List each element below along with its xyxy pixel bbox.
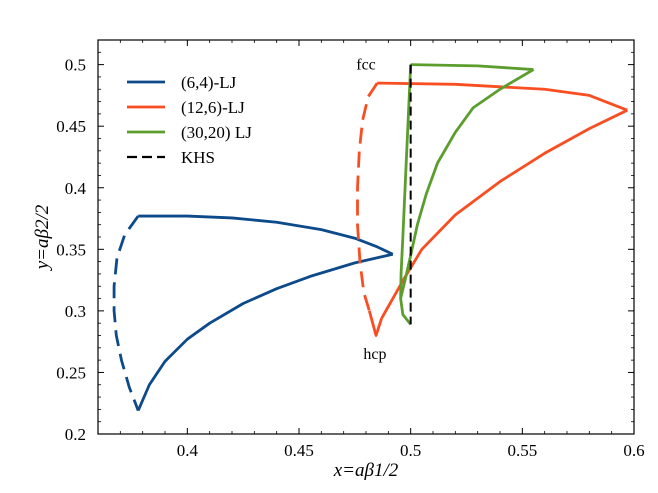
plot-lines (112, 63, 628, 412)
x-tick-label: 0.45 (284, 441, 314, 460)
y-tick-label: 0.2 (65, 425, 86, 444)
y-tick-label: 0.45 (56, 117, 86, 136)
legend-label: (12,6)-LJ (181, 98, 245, 117)
legend-label: (30,20) LJ (181, 123, 252, 142)
x-tick-label: 0.6 (623, 441, 644, 460)
series-line (138, 214, 394, 256)
series--6-4-lj (112, 214, 394, 412)
x-tick-label: 0.4 (177, 441, 199, 460)
annotations: fcc hcp (356, 57, 386, 363)
annotation-hcp: hcp (363, 346, 386, 363)
x-axis-label: x=aβ1/2 (333, 460, 399, 481)
y-axis-label: y=aβ2/2 (32, 204, 53, 271)
series-line (399, 64, 413, 299)
series-line (377, 81, 628, 112)
y-tick-label: 0.4 (65, 179, 87, 198)
series-line (356, 82, 379, 312)
x-tick-label: 0.55 (507, 441, 537, 460)
legend-label: (6,4)-LJ (181, 73, 237, 92)
y-tick-label: 0.25 (56, 363, 86, 382)
ticks: 0.4 0.45 0.5 0.55 0.6 0.2 0.25 0.3 0.35 0.4 0.45 0.… (56, 40, 645, 460)
series--30-20-lj (399, 63, 535, 326)
series--12-6-lj (356, 81, 628, 337)
y-tick-label: 0.5 (65, 56, 86, 75)
series-line (136, 252, 394, 412)
axis-labels: x=aβ1/2 y=aβ2/2 (32, 204, 399, 481)
y-tick-label: 0.3 (65, 302, 86, 321)
series-line (380, 108, 628, 319)
x-tick-label: 0.5 (400, 441, 421, 460)
series-line (367, 310, 383, 337)
series-line (399, 68, 535, 326)
legend-label: KHS (181, 148, 215, 167)
y-tick-label: 0.35 (56, 240, 86, 259)
plot-frame (97, 39, 635, 435)
series-line (410, 63, 534, 71)
series-line (112, 215, 140, 412)
annotation-fcc: fcc (356, 57, 376, 74)
legend: (6,4)-LJ (12,6)-LJ (30,20) LJ KHS (127, 73, 252, 167)
